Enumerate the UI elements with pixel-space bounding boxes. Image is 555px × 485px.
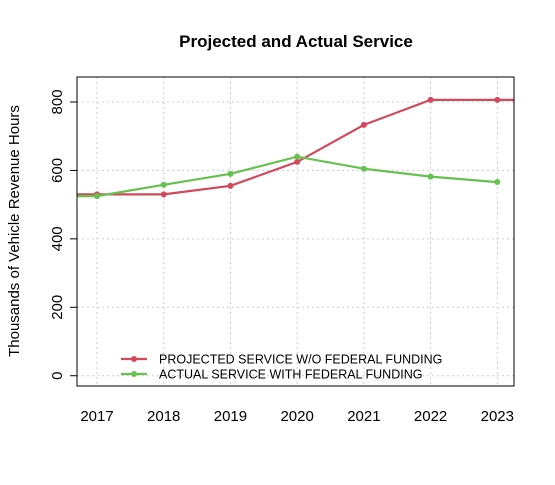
legend-label: ACTUAL SERVICE WITH FEDERAL FUNDING [159, 368, 422, 382]
x-tick-label: 2023 [481, 408, 514, 425]
data-point [427, 173, 434, 180]
y-tick-label: 400 [49, 226, 66, 251]
y-tick-label: 600 [49, 158, 66, 183]
x-tick-label: 2022 [414, 408, 447, 425]
data-point [360, 165, 367, 172]
series-2 [77, 153, 501, 200]
data-point [294, 158, 301, 165]
data-point [427, 96, 434, 103]
x-tick-label: 2017 [80, 408, 113, 425]
y-tick-label: 800 [49, 89, 66, 114]
legend-entry-1: PROJECTED SERVICE W/O FEDERAL FUNDING [121, 353, 442, 367]
x-tick-label: 2019 [214, 408, 247, 425]
data-point [94, 193, 101, 200]
x-tick-label: 2020 [280, 408, 313, 425]
series-group [77, 96, 514, 200]
legend: PROJECTED SERVICE W/O FEDERAL FUNDINGACT… [121, 353, 442, 382]
series-line [77, 98, 514, 196]
data-point [494, 179, 501, 186]
series-1 [77, 96, 514, 198]
y-tick-label: 200 [49, 295, 66, 320]
y-tick-label: 0 [49, 372, 66, 380]
legend-marker [131, 356, 137, 362]
x-tick-label: 2021 [347, 408, 380, 425]
data-point [494, 96, 501, 103]
plot-area-frame [76, 76, 515, 387]
chart-title: Projected and Actual Service [179, 32, 413, 51]
legend-label: PROJECTED SERVICE W/O FEDERAL FUNDING [159, 353, 442, 367]
x-tick-label: 2018 [147, 408, 180, 425]
data-point [160, 181, 167, 188]
y-axis-label: Thousands of Vehicle Revenue Hours [6, 105, 23, 357]
data-point [227, 170, 234, 177]
data-point [360, 121, 367, 128]
legend-entry-2: ACTUAL SERVICE WITH FEDERAL FUNDING [121, 368, 422, 382]
axes: 0 200 400 600 800 2017 2018 2019 2020 2021 2022 202… [49, 89, 514, 425]
data-point [294, 153, 301, 160]
data-point [160, 191, 167, 198]
grid [77, 77, 514, 386]
series-line [77, 155, 498, 198]
data-point [227, 182, 234, 189]
legend-marker [131, 371, 137, 377]
